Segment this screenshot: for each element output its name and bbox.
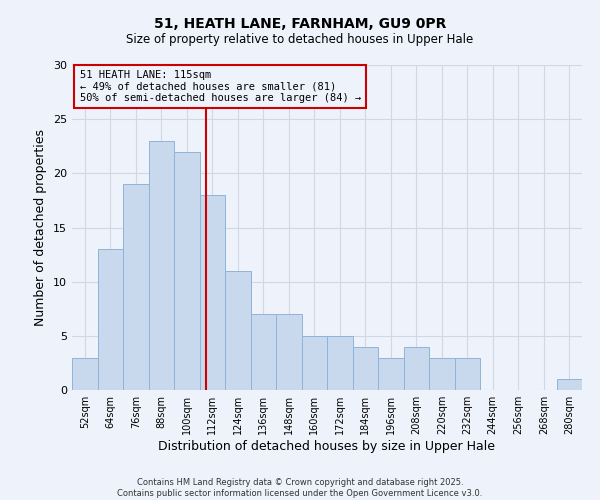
Bar [404, 346, 429, 390]
Bar [429, 358, 455, 390]
Text: Size of property relative to detached houses in Upper Hale: Size of property relative to detached ho… [127, 32, 473, 46]
X-axis label: Distribution of detached houses by size in Upper Hale: Distribution of detached houses by size … [158, 440, 496, 453]
Bar [378, 358, 404, 390]
Bar [97, 249, 123, 390]
Bar [123, 184, 149, 390]
Text: 51 HEATH LANE: 115sqm
← 49% of detached houses are smaller (81)
50% of semi-deta: 51 HEATH LANE: 115sqm ← 49% of detached … [80, 70, 361, 103]
Bar [72, 358, 97, 390]
Y-axis label: Number of detached properties: Number of detached properties [34, 129, 47, 326]
Text: Contains HM Land Registry data © Crown copyright and database right 2025.
Contai: Contains HM Land Registry data © Crown c… [118, 478, 482, 498]
Bar [302, 336, 327, 390]
Bar [276, 314, 302, 390]
Bar [174, 152, 199, 390]
Bar [225, 271, 251, 390]
Bar [353, 346, 378, 390]
Bar [557, 379, 582, 390]
Bar [455, 358, 480, 390]
Bar [251, 314, 276, 390]
Bar [327, 336, 353, 390]
Bar [149, 141, 174, 390]
Text: 51, HEATH LANE, FARNHAM, GU9 0PR: 51, HEATH LANE, FARNHAM, GU9 0PR [154, 18, 446, 32]
Bar [199, 195, 225, 390]
